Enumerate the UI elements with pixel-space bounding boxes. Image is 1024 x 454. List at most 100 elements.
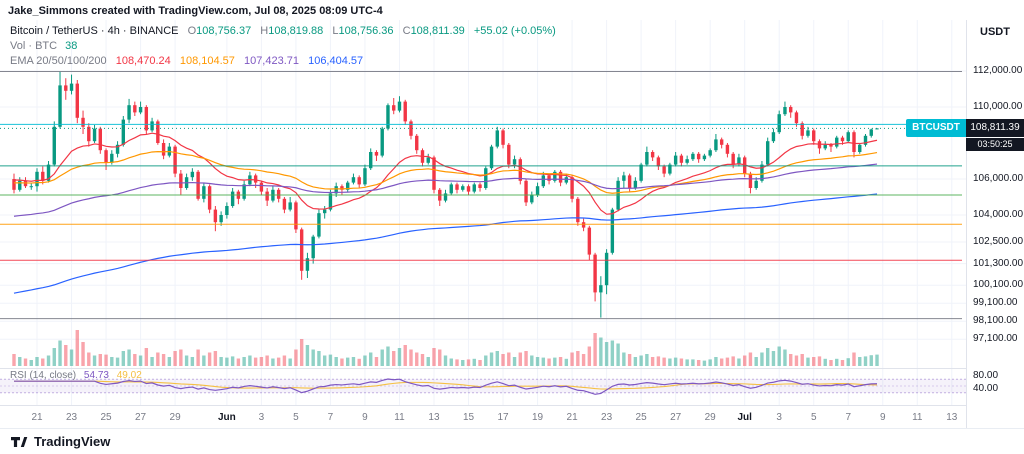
volume-bar bbox=[466, 359, 471, 366]
ema-20-line bbox=[13, 132, 878, 215]
volume-bar bbox=[150, 357, 154, 366]
volume-bar bbox=[875, 354, 879, 366]
candle-body bbox=[783, 107, 787, 115]
time-axis[interactable]: 21 23 25 27 29 Jun 3 5 7 9 11 13 15 17 19 21 23 25 27 29 Jul… bbox=[0, 405, 966, 429]
candle-body bbox=[110, 153, 114, 163]
volume-bar bbox=[248, 355, 252, 366]
price-axis[interactable]: 112,000.00 110,000.00 106,000.00 104,000.00… bbox=[966, 20, 1024, 428]
volume-bar bbox=[69, 349, 74, 366]
volume-bar bbox=[783, 349, 787, 366]
candle-body bbox=[512, 159, 517, 165]
candle-body bbox=[622, 175, 626, 181]
volume-bar bbox=[840, 360, 845, 366]
time-axis-label: Jul bbox=[737, 412, 752, 423]
tradingview-logo-icon[interactable] bbox=[10, 433, 28, 451]
volume-bar bbox=[633, 357, 638, 366]
volume-bar bbox=[403, 345, 407, 366]
candle-body bbox=[570, 177, 574, 199]
change-value: +55.02 (+0.05%) bbox=[473, 25, 556, 37]
volume-bar bbox=[397, 348, 402, 366]
time-axis-label: 5 bbox=[810, 412, 817, 423]
candle-body bbox=[392, 105, 396, 111]
volume-bar bbox=[443, 355, 448, 366]
volume-bar bbox=[495, 351, 499, 366]
candle-body bbox=[127, 105, 131, 120]
volume-bar bbox=[35, 357, 39, 366]
footer-bar: TradingView bbox=[0, 428, 1024, 454]
candle-body bbox=[478, 184, 482, 188]
candle-body bbox=[800, 123, 804, 136]
volume-bar bbox=[173, 351, 177, 366]
symbol-legend-row[interactable]: Bitcoin / TetherUS · 4h · BINANCE O108,7… bbox=[10, 24, 556, 38]
volume-legend-row[interactable]: Vol · BTC 38 bbox=[10, 39, 556, 53]
candle-body bbox=[639, 164, 643, 181]
volume-bar bbox=[144, 348, 149, 366]
time-axis-label: 23 bbox=[65, 412, 78, 423]
volume-bar bbox=[305, 345, 310, 366]
volume-bar bbox=[673, 357, 678, 366]
candle-body bbox=[777, 114, 781, 133]
volume-bar bbox=[656, 356, 661, 366]
price-axis-label: 97,100.00 bbox=[973, 333, 1018, 345]
volume-bar bbox=[765, 348, 770, 366]
volume-bar bbox=[863, 356, 868, 366]
ema-200-line bbox=[13, 193, 878, 294]
candle-body bbox=[213, 209, 218, 223]
candle-body bbox=[495, 130, 499, 147]
candle-body bbox=[265, 191, 269, 201]
candle-body bbox=[432, 157, 436, 190]
volume-bar bbox=[829, 360, 833, 366]
symbol-price-tag[interactable]: BTCUSDT bbox=[906, 119, 966, 137]
tradingview-wordmark[interactable]: TradingView bbox=[34, 434, 111, 449]
candle-body bbox=[806, 130, 810, 136]
candle-body bbox=[179, 173, 183, 188]
volume-bar bbox=[645, 354, 649, 366]
candle-body bbox=[846, 132, 850, 142]
rsi-legend-row[interactable]: RSI (14, close) 54.73 49.02 bbox=[10, 370, 142, 381]
volume-bar bbox=[679, 358, 684, 366]
volume-bar bbox=[58, 340, 62, 366]
volume-bar bbox=[691, 359, 695, 366]
candle-body bbox=[610, 209, 615, 253]
ema-legend-row[interactable]: EMA 20/50/100/200 108,470.24 108,104.57 … bbox=[10, 54, 556, 68]
candle-body bbox=[835, 137, 839, 147]
time-axis-label: 11 bbox=[394, 412, 405, 423]
symbol-title: Bitcoin / TetherUS · 4h · BINANCE bbox=[10, 25, 179, 37]
candle-body bbox=[317, 213, 321, 237]
candle-body bbox=[645, 152, 649, 165]
time-axis-label: 21 bbox=[31, 412, 43, 423]
volume-bar bbox=[846, 358, 850, 366]
ema-100-line bbox=[13, 163, 878, 217]
last-price-tag[interactable]: 108,811.39 bbox=[966, 119, 1024, 137]
candle-body bbox=[587, 227, 592, 255]
candle-body bbox=[386, 105, 390, 129]
candle-body bbox=[863, 135, 868, 145]
volume-bar bbox=[858, 357, 862, 366]
volume-bar bbox=[869, 355, 873, 366]
ema20-value: 108,470.24 bbox=[115, 55, 171, 67]
candle-body bbox=[288, 202, 292, 210]
volume-bar bbox=[115, 357, 120, 366]
candle-body bbox=[18, 180, 22, 190]
candle-body bbox=[564, 177, 569, 183]
candle-body bbox=[64, 85, 68, 91]
candle-body bbox=[380, 128, 384, 156]
ema50-value: 108,104.57 bbox=[179, 55, 235, 67]
candle-body bbox=[409, 121, 413, 136]
volume-bar bbox=[386, 346, 390, 366]
volume-bar bbox=[18, 357, 22, 366]
candle-body bbox=[673, 155, 678, 165]
candle-body bbox=[282, 198, 287, 210]
volume-bar bbox=[52, 348, 56, 366]
volume-bar bbox=[167, 357, 172, 366]
volume-bar bbox=[708, 359, 712, 366]
volume-bar bbox=[253, 357, 258, 366]
candle-body bbox=[714, 139, 718, 151]
candle-body bbox=[98, 128, 103, 151]
volume-bar bbox=[852, 352, 856, 366]
time-axis-label: 3 bbox=[258, 412, 265, 423]
candle-body bbox=[685, 159, 689, 163]
volume-bar bbox=[92, 355, 97, 366]
candle-body bbox=[748, 173, 753, 188]
